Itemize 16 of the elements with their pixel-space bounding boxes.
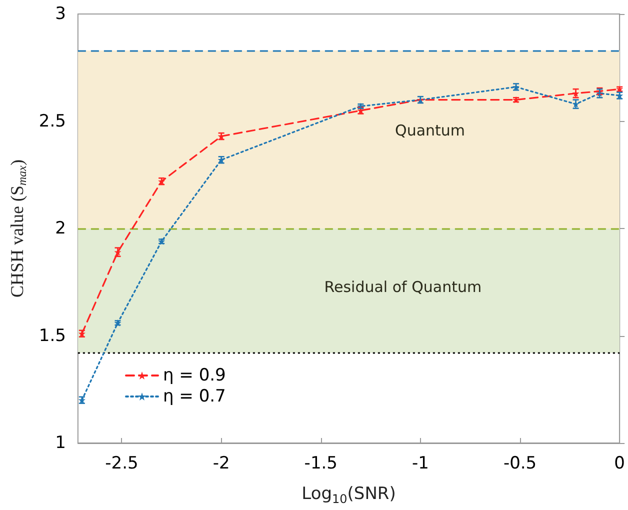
band-label: Quantum bbox=[395, 122, 466, 140]
x-tick-label: -2.5 bbox=[105, 454, 138, 474]
x-tick-label: 0 bbox=[614, 454, 626, 474]
y-tick-label: 1.5 bbox=[38, 326, 66, 346]
legend-label: η = 0.9 bbox=[163, 366, 226, 386]
y-tick-label: 1 bbox=[55, 433, 66, 453]
y-tick-label: 3 bbox=[55, 4, 66, 24]
x-tick-label: -1 bbox=[412, 454, 429, 474]
legend-label: η = 0.7 bbox=[163, 386, 226, 406]
x-tick-label: -2 bbox=[212, 454, 230, 474]
y-axis-title: CHSH value (Smax) bbox=[7, 160, 29, 298]
x-tick-label: -1.5 bbox=[304, 454, 338, 474]
x-tick-label: -0.5 bbox=[503, 454, 537, 474]
y-tick-label: 2 bbox=[55, 218, 66, 238]
band-label: Residual of Quantum bbox=[324, 278, 482, 296]
y-tick-label: 2.5 bbox=[38, 111, 66, 132]
